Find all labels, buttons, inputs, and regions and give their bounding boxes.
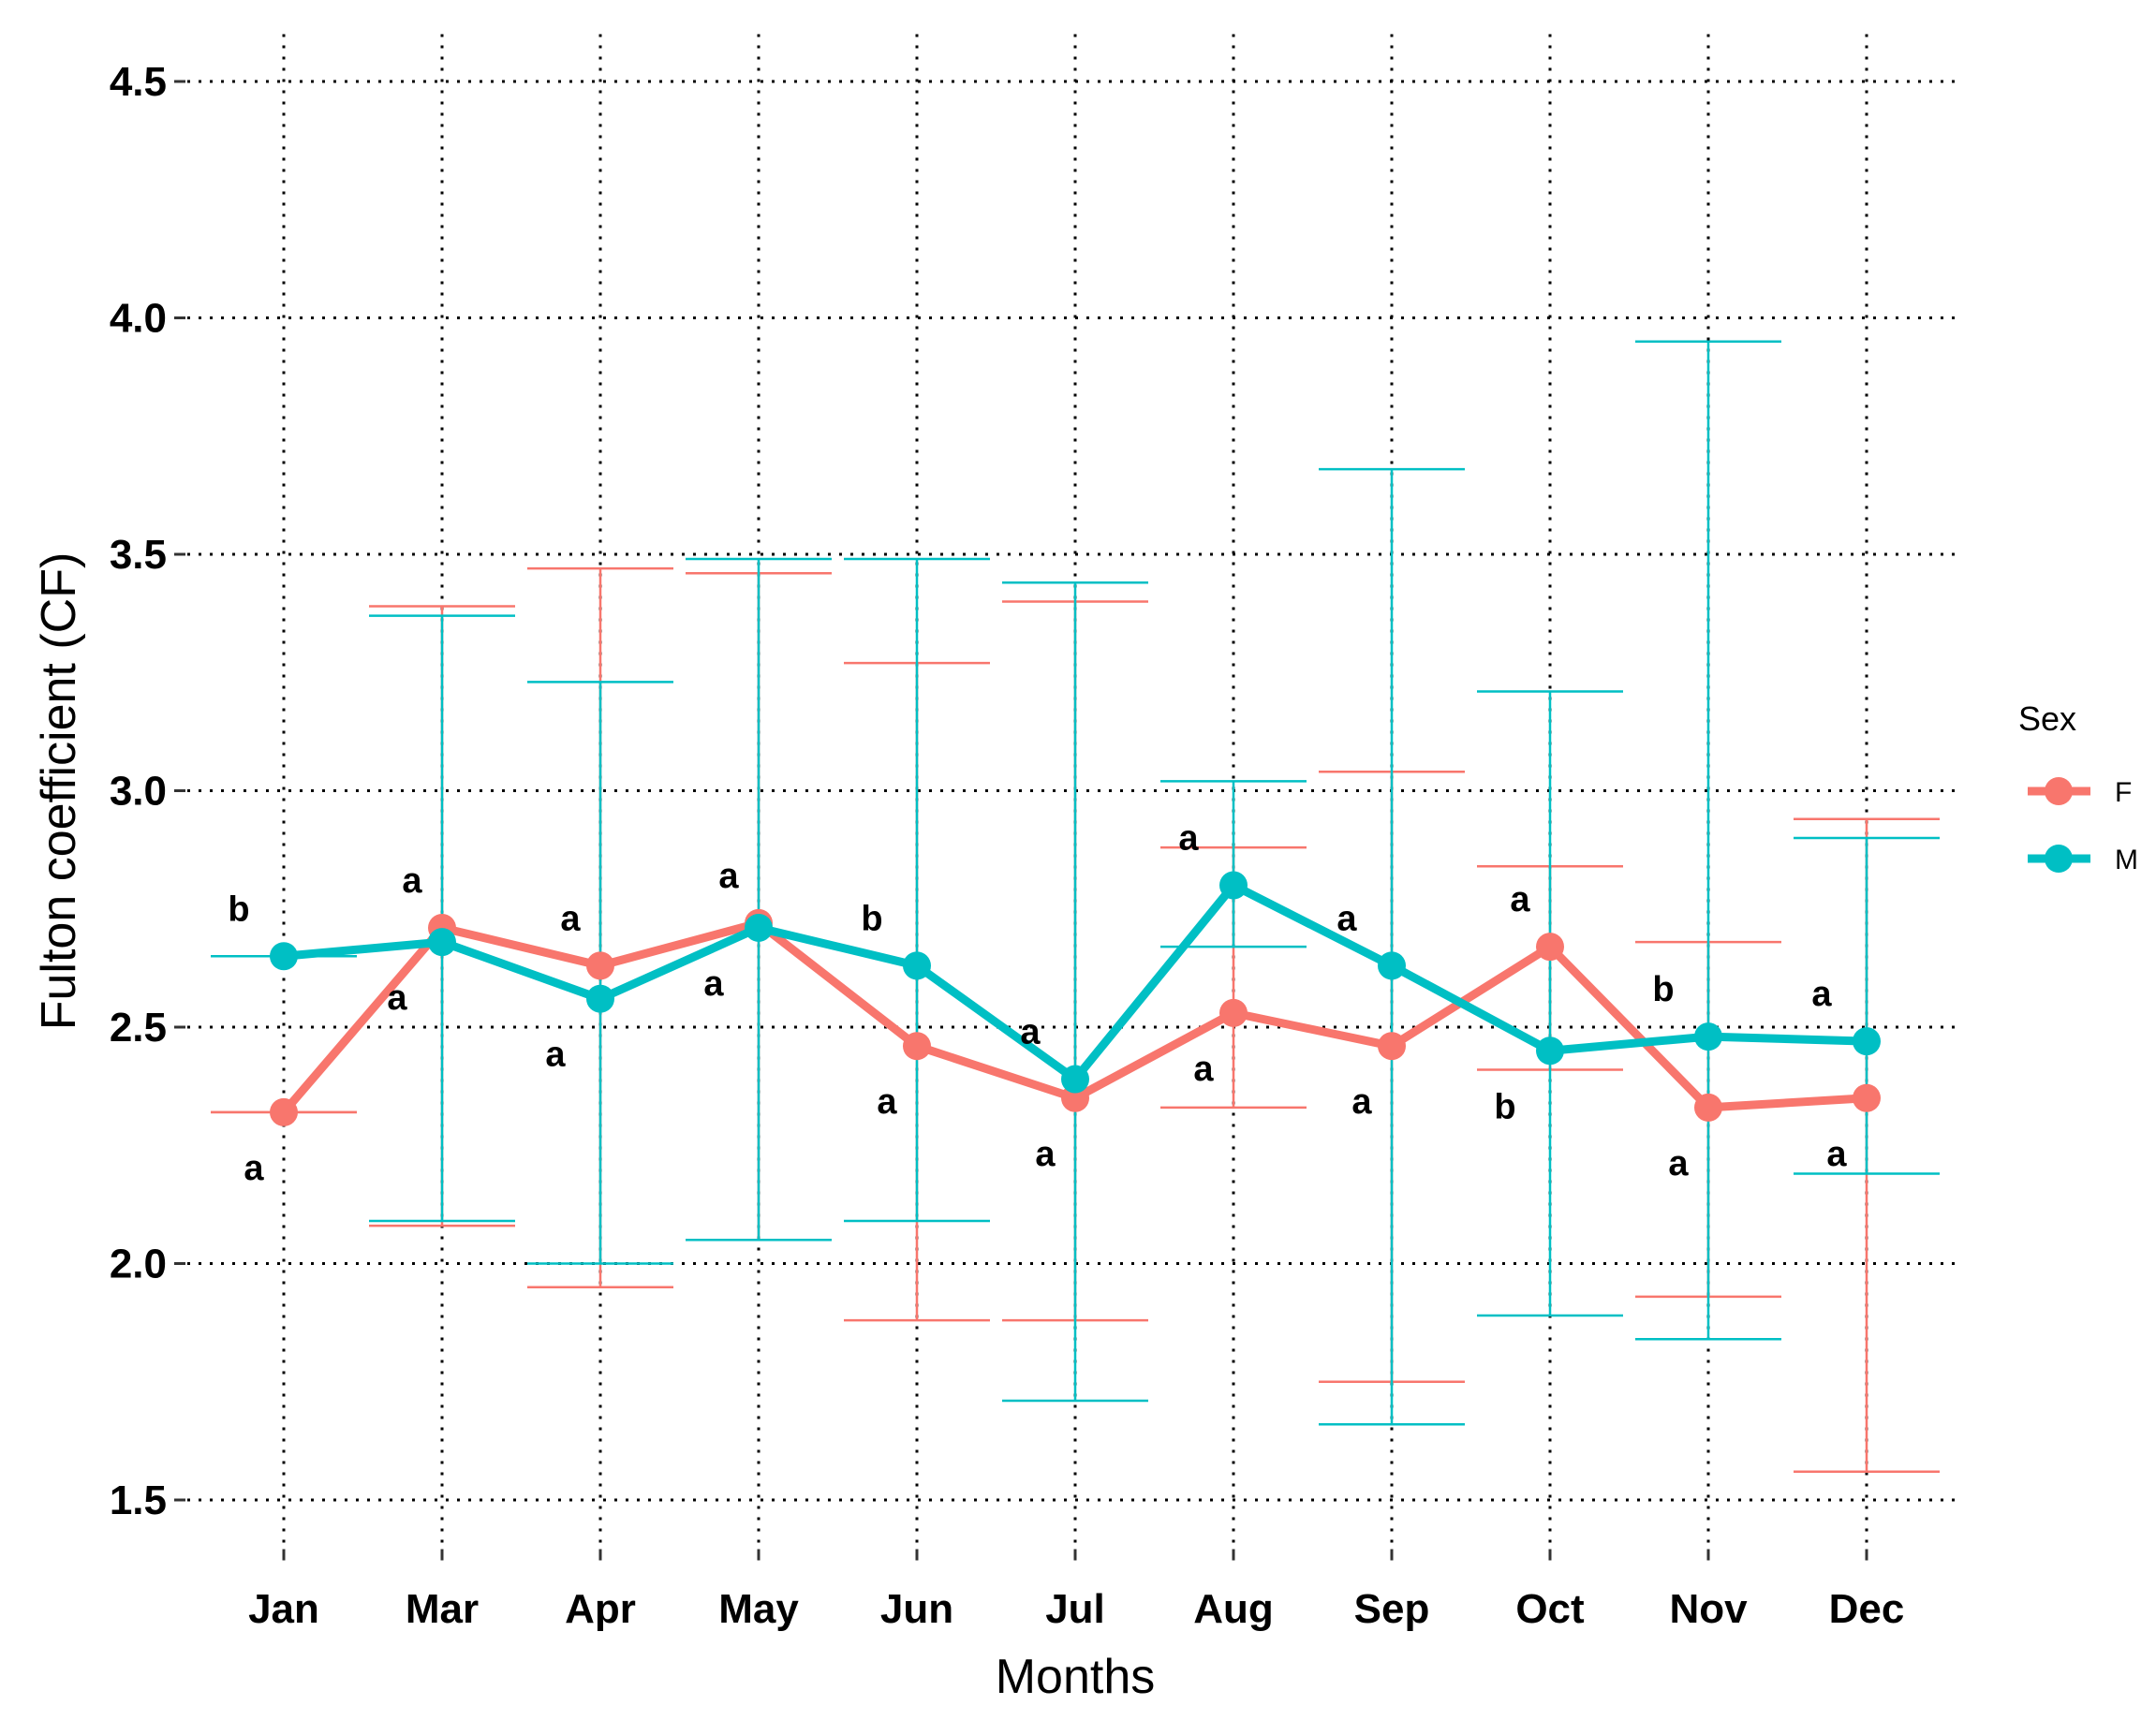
x-axis-title: Months (996, 1650, 1156, 1704)
sig-label-F-Jan: a (244, 1149, 264, 1188)
x-tick-label: Aug (1193, 1586, 1274, 1632)
sig-label-F-Sep: a (1351, 1082, 1372, 1122)
legend-marker-F (2045, 777, 2073, 805)
sig-label-M-Sep: a (1336, 899, 1357, 938)
y-tick-label: 3.5 (110, 532, 167, 578)
x-tick-label: Oct (1515, 1586, 1585, 1632)
sig-label-F-Apr: a (560, 899, 581, 938)
sig-label-M-Jan: b (228, 889, 249, 929)
point-M-Dec (1853, 1027, 1881, 1056)
legend-marker-M (2045, 845, 2073, 873)
point-F-Aug (1219, 998, 1248, 1027)
y-tick-label: 1.5 (110, 1477, 167, 1523)
legend: Sex F M (2018, 699, 2138, 875)
point-F-Oct (1536, 933, 1564, 962)
sig-label-F-Aug: a (1193, 1050, 1214, 1089)
sig-label-M-Aug: a (1178, 819, 1199, 859)
x-tick-label: Jul (1045, 1586, 1105, 1632)
sig-label-F-Dec: a (1826, 1135, 1847, 1174)
point-F-Nov (1694, 1093, 1722, 1122)
x-tick-label: Jan (248, 1586, 319, 1632)
y-axis-title: Fulton coefficient (CF) (32, 552, 86, 1031)
sig-label-M-Dec: a (1811, 975, 1832, 1014)
x-tick-label: Dec (1829, 1586, 1905, 1632)
point-M-Jun (903, 951, 931, 980)
sig-label-F-Nov: a (1668, 1144, 1689, 1183)
y-tick-label: 4.5 (110, 59, 167, 105)
sig-label-F-Mar: a (402, 861, 422, 901)
point-F-Jun (903, 1032, 931, 1061)
point-F-Dec (1853, 1083, 1881, 1112)
sig-label-M-Apr: a (545, 1036, 566, 1075)
sig-label-F-Oct: a (1510, 880, 1530, 919)
y-tick-label: 2.0 (110, 1242, 167, 1287)
point-M-Sep (1378, 951, 1406, 980)
point-M-May (745, 913, 773, 942)
legend-label-M: M (2115, 845, 2138, 875)
x-axis: Jan Mar Apr May Jun Jul Aug Sep Oct Nov Dec (248, 1549, 1905, 1632)
point-F-Apr (586, 951, 614, 980)
x-tick-label: May (718, 1586, 799, 1632)
point-M-Jan (270, 942, 298, 971)
point-M-Apr (586, 984, 614, 1013)
sig-label-M-May: a (703, 964, 724, 1004)
sig-label-M-Nov: b (1652, 970, 1674, 1009)
sig-label-M-Mar: a (387, 978, 407, 1018)
point-M-Jul (1061, 1065, 1089, 1094)
sig-label-M-Jun: b (861, 899, 882, 938)
point-M-Aug (1219, 871, 1248, 900)
error-bars (211, 340, 1940, 1473)
y-tick-label: 2.5 (110, 1005, 167, 1051)
sig-label-F-Jun: a (877, 1082, 897, 1122)
x-tick-label: Nov (1669, 1586, 1748, 1632)
significance-labels: a b a a a a a a a b a a a a a a a b a b a a (228, 819, 1847, 1188)
x-tick-label: Mar (406, 1586, 479, 1632)
legend-title: Sex (2018, 699, 2076, 738)
x-tick-label: Sep (1354, 1586, 1430, 1632)
x-tick-label: Apr (565, 1586, 636, 1632)
legend-label-F: F (2115, 777, 2132, 808)
sig-label-F-May: a (718, 857, 739, 896)
point-M-Mar (428, 928, 456, 957)
y-tick-label: 3.0 (110, 769, 167, 815)
y-axis: 1.5 2.0 2.5 3.0 3.5 4.0 4.5 (110, 59, 185, 1523)
point-F-Sep (1378, 1032, 1406, 1061)
point-M-Nov (1694, 1022, 1722, 1051)
sig-label-M-Jul: a (1020, 1013, 1041, 1052)
sig-label-M-Oct: b (1494, 1087, 1515, 1126)
point-M-Oct (1536, 1036, 1564, 1066)
point-F-Jan (270, 1097, 298, 1126)
data-points (270, 871, 1881, 1126)
sig-label-F-Jul: a (1035, 1135, 1056, 1174)
x-tick-label: Jun (880, 1586, 953, 1632)
y-tick-label: 4.0 (110, 296, 167, 342)
